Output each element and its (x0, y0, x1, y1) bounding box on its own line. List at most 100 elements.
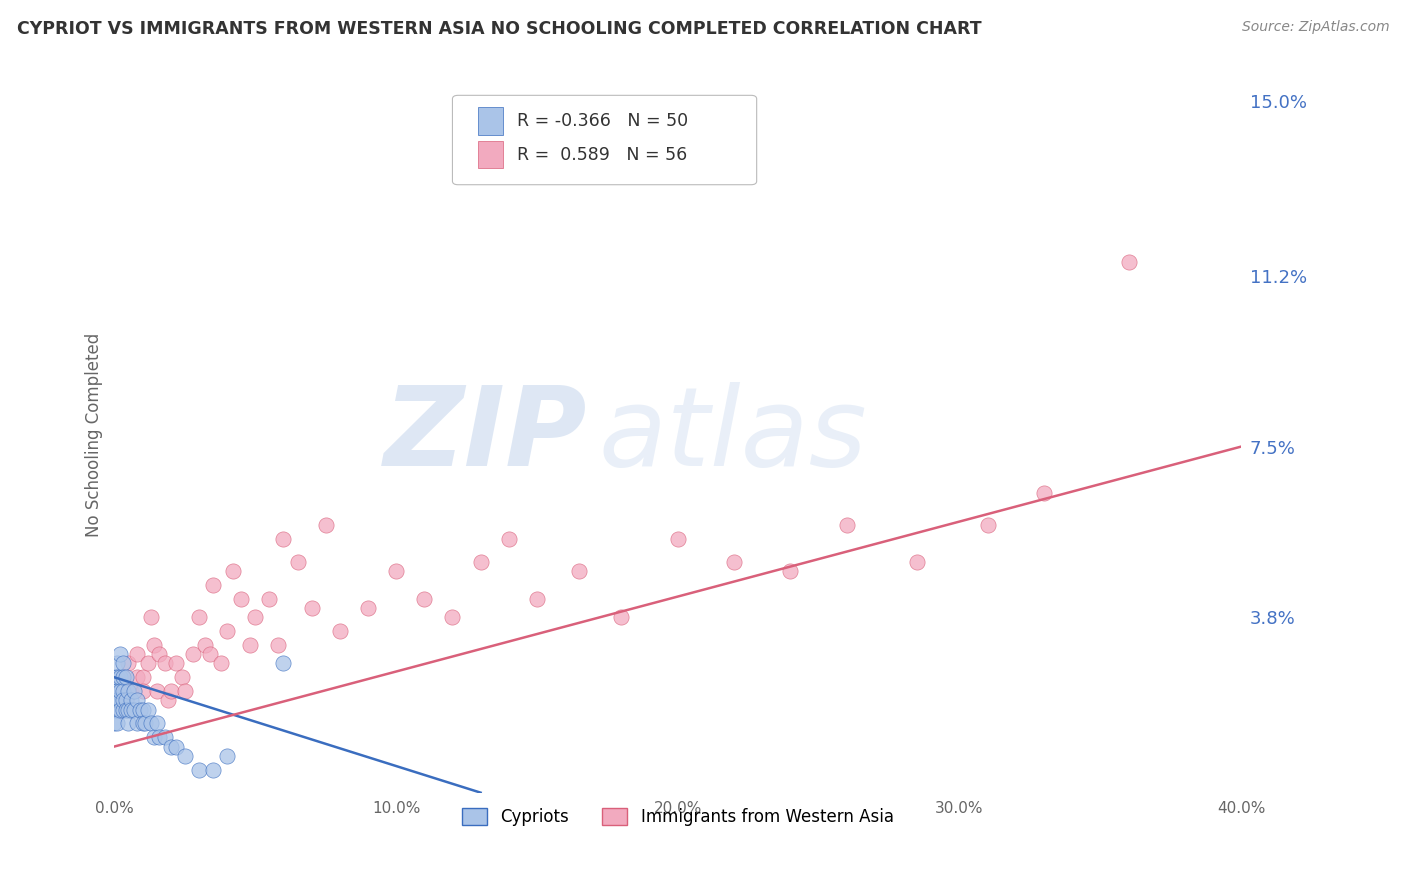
Point (117, 684, 139, 698)
Point (357, 601, 380, 615)
Point (111, 670, 134, 684)
Point (117, 716, 139, 731)
Point (526, 591, 548, 606)
Point (385, 564, 408, 578)
Point (105, 703, 128, 717)
Point (139, 610, 162, 624)
Point (159, 684, 181, 698)
Text: atlas: atlas (599, 382, 868, 489)
Point (114, 670, 136, 684)
Point (111, 657, 134, 671)
Point (103, 684, 125, 698)
Point (105, 670, 128, 684)
Point (187, 610, 209, 624)
Point (103, 703, 125, 717)
Point (131, 716, 153, 731)
Point (103, 693, 125, 707)
Point (779, 564, 801, 578)
Point (498, 532, 520, 546)
Point (136, 657, 159, 671)
Point (187, 763, 209, 777)
Text: R =  0.589   N = 56: R = 0.589 N = 56 (516, 145, 688, 164)
Point (114, 693, 136, 707)
Text: CYPRIOT VS IMMIGRANTS FROM WESTERN ASIA NO SCHOOLING COMPLETED CORRELATION CHART: CYPRIOT VS IMMIGRANTS FROM WESTERN ASIA … (17, 20, 981, 37)
Point (267, 638, 290, 652)
Point (170, 670, 193, 684)
Point (1033, 485, 1056, 500)
Point (1118, 255, 1140, 269)
Point (125, 647, 148, 661)
Text: Source: ZipAtlas.com: Source: ZipAtlas.com (1241, 20, 1389, 34)
Point (610, 610, 633, 624)
Point (125, 693, 148, 707)
Point (122, 684, 145, 698)
Point (273, 657, 295, 671)
Point (201, 763, 224, 777)
Point (165, 739, 187, 754)
Point (245, 610, 267, 624)
Point (666, 532, 689, 546)
Point (134, 716, 156, 731)
Point (105, 684, 128, 698)
Point (125, 716, 148, 731)
Point (217, 748, 239, 763)
Point (211, 657, 233, 671)
Point (108, 703, 131, 717)
Point (222, 564, 245, 578)
Point (145, 684, 167, 698)
Point (835, 518, 858, 533)
Point (114, 703, 136, 717)
Point (103, 670, 125, 684)
Point (153, 657, 176, 671)
Point (173, 684, 195, 698)
Point (114, 693, 136, 707)
Point (301, 601, 323, 615)
Point (568, 564, 591, 578)
Point (108, 703, 131, 717)
Point (145, 716, 167, 731)
Point (120, 693, 142, 707)
Point (128, 703, 150, 717)
Point (173, 748, 195, 763)
FancyBboxPatch shape (478, 141, 503, 169)
Point (139, 716, 162, 731)
Point (198, 647, 221, 661)
Point (239, 638, 262, 652)
Point (108, 684, 131, 698)
Point (217, 624, 239, 639)
Point (159, 739, 181, 754)
Point (142, 638, 165, 652)
Y-axis label: No Schooling Completed: No Schooling Completed (86, 333, 103, 537)
Point (136, 703, 159, 717)
Point (120, 684, 142, 698)
Point (105, 657, 128, 671)
Legend: Cypriots, Immigrants from Western Asia: Cypriots, Immigrants from Western Asia (454, 799, 903, 834)
Point (441, 610, 464, 624)
Point (131, 670, 153, 684)
Point (111, 693, 134, 707)
Point (122, 703, 145, 717)
Point (287, 555, 309, 569)
Point (108, 647, 131, 661)
Point (117, 703, 139, 717)
Point (103, 716, 125, 731)
Point (193, 638, 215, 652)
Point (905, 555, 928, 569)
Point (148, 731, 170, 745)
Point (117, 657, 139, 671)
Point (120, 703, 142, 717)
Point (181, 647, 204, 661)
Point (142, 731, 165, 745)
Text: ZIP: ZIP (384, 382, 588, 489)
Point (111, 684, 134, 698)
Point (148, 647, 170, 661)
Point (165, 657, 187, 671)
FancyBboxPatch shape (478, 107, 503, 135)
Point (131, 703, 153, 717)
Point (259, 591, 281, 606)
Text: R = -0.366   N = 50: R = -0.366 N = 50 (516, 112, 688, 130)
Point (108, 693, 131, 707)
Point (105, 684, 128, 698)
Point (976, 518, 998, 533)
Point (273, 532, 295, 546)
